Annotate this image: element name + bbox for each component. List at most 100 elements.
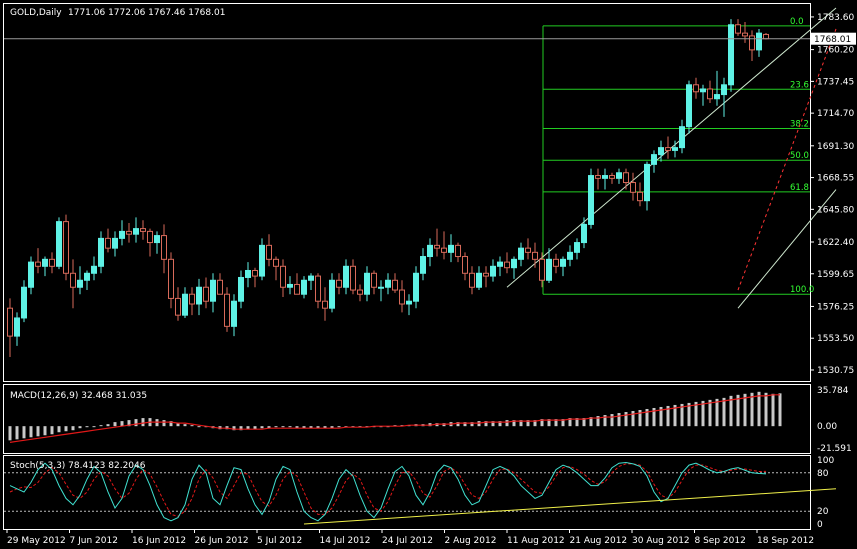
macd-bar — [463, 422, 467, 427]
macd-bar — [71, 426, 75, 431]
macd-bar — [694, 401, 698, 427]
candle-body — [315, 275, 321, 302]
macd-series — [8, 391, 782, 443]
macd-bar — [141, 418, 145, 427]
macd-bar — [29, 426, 33, 438]
candle-body — [623, 172, 629, 184]
date-tick-label: 2 Aug 2012 — [445, 536, 497, 546]
macd-bar — [736, 394, 740, 427]
date-tick-label: 26 Jun 2012 — [195, 536, 249, 546]
macd-bar — [638, 409, 642, 427]
candle-body — [126, 230, 132, 235]
macd-bar — [15, 426, 19, 440]
channel-upper-line — [506, 7, 837, 288]
price-tick-label: 1576.25 — [817, 302, 854, 312]
macd-bar — [547, 419, 551, 427]
candle-body — [245, 269, 251, 278]
price-tick-label: 1622.40 — [817, 238, 854, 248]
macd-bar — [484, 421, 488, 427]
price-tick-label: 1737.45 — [817, 77, 854, 87]
candle-body — [665, 147, 671, 151]
macd-bar — [652, 407, 656, 427]
macd-bar — [8, 426, 12, 441]
candle-body — [343, 265, 349, 288]
price-tick-label: 1714.70 — [817, 109, 854, 119]
candle-body — [721, 84, 727, 96]
candle-body — [378, 286, 384, 289]
macd-bar — [645, 408, 649, 427]
macd-bar — [505, 420, 509, 427]
candle-body — [700, 88, 706, 93]
stoch-trend-line — [303, 488, 837, 525]
candle-body — [560, 258, 566, 267]
stoch-signal-line — [9, 463, 767, 517]
candle-body — [686, 84, 692, 128]
candle-body — [448, 244, 454, 253]
channel-mid-dashed-line — [737, 28, 837, 291]
last-price-line: 1768.01 — [4, 32, 856, 45]
fib-label: 23.6 — [790, 80, 809, 90]
candle-body — [182, 293, 188, 316]
candle-body — [336, 279, 342, 288]
candle-body — [707, 88, 713, 100]
macd-bar — [232, 426, 236, 431]
stoch-main-line — [9, 462, 767, 522]
candle-body — [175, 297, 181, 316]
stoch-label: Stoch(5,3,3) 78.4123 82.2046 — [10, 461, 146, 471]
candle-body — [483, 272, 489, 277]
candle-body — [644, 163, 650, 202]
candle-body — [371, 272, 377, 288]
fib-label: 50.0 — [790, 151, 809, 161]
macd-bar — [43, 426, 47, 436]
candle-body — [105, 237, 111, 249]
candle-body — [567, 251, 573, 260]
candle-body — [364, 272, 370, 295]
date-tick-label: 7 Jun 2012 — [70, 536, 118, 546]
candle-body — [588, 175, 594, 225]
candle-body — [280, 265, 286, 288]
macd-bar — [596, 416, 600, 427]
candle-body — [140, 228, 146, 232]
macd-bar — [267, 426, 271, 429]
macd-bar — [57, 426, 61, 433]
macd-bar — [337, 426, 341, 428]
candle-body — [231, 300, 237, 327]
candle-body — [14, 317, 20, 337]
candle-body — [406, 300, 412, 305]
candle-body — [49, 258, 55, 267]
candle-body — [91, 265, 97, 274]
macd-bar — [750, 392, 754, 427]
candle-body — [273, 258, 279, 267]
ohlc-readout: 1771.06 1772.06 1767.46 1768.01 — [68, 8, 225, 18]
candle-body — [112, 237, 118, 249]
candle-body — [196, 286, 202, 305]
price-tick-label: 1783.60 — [817, 13, 854, 23]
macd-bar — [659, 406, 663, 427]
candle-body — [357, 289, 363, 295]
candle-body — [735, 24, 741, 34]
candle-body — [56, 221, 62, 267]
fib-label: 100.0 — [790, 285, 814, 295]
candle-body — [581, 223, 587, 244]
macd-bar — [239, 426, 243, 431]
macd-bar — [169, 421, 173, 427]
candle-body — [434, 244, 440, 249]
candle-body — [224, 293, 230, 327]
candle-body — [497, 261, 503, 267]
candle-body — [399, 289, 405, 305]
candle-body — [294, 283, 300, 295]
candle-body — [189, 293, 195, 305]
candle-body — [392, 279, 398, 291]
macd-bar — [729, 395, 733, 427]
candle-body — [28, 261, 34, 288]
price-channel — [506, 7, 837, 309]
candle-body — [413, 272, 419, 302]
candle-body — [462, 256, 468, 274]
macd-bar — [183, 424, 187, 427]
macd-bar — [190, 425, 194, 427]
macd-bar — [764, 392, 768, 427]
candle-body — [161, 235, 167, 260]
macd-bar — [603, 415, 607, 427]
macd-bar — [568, 418, 572, 427]
